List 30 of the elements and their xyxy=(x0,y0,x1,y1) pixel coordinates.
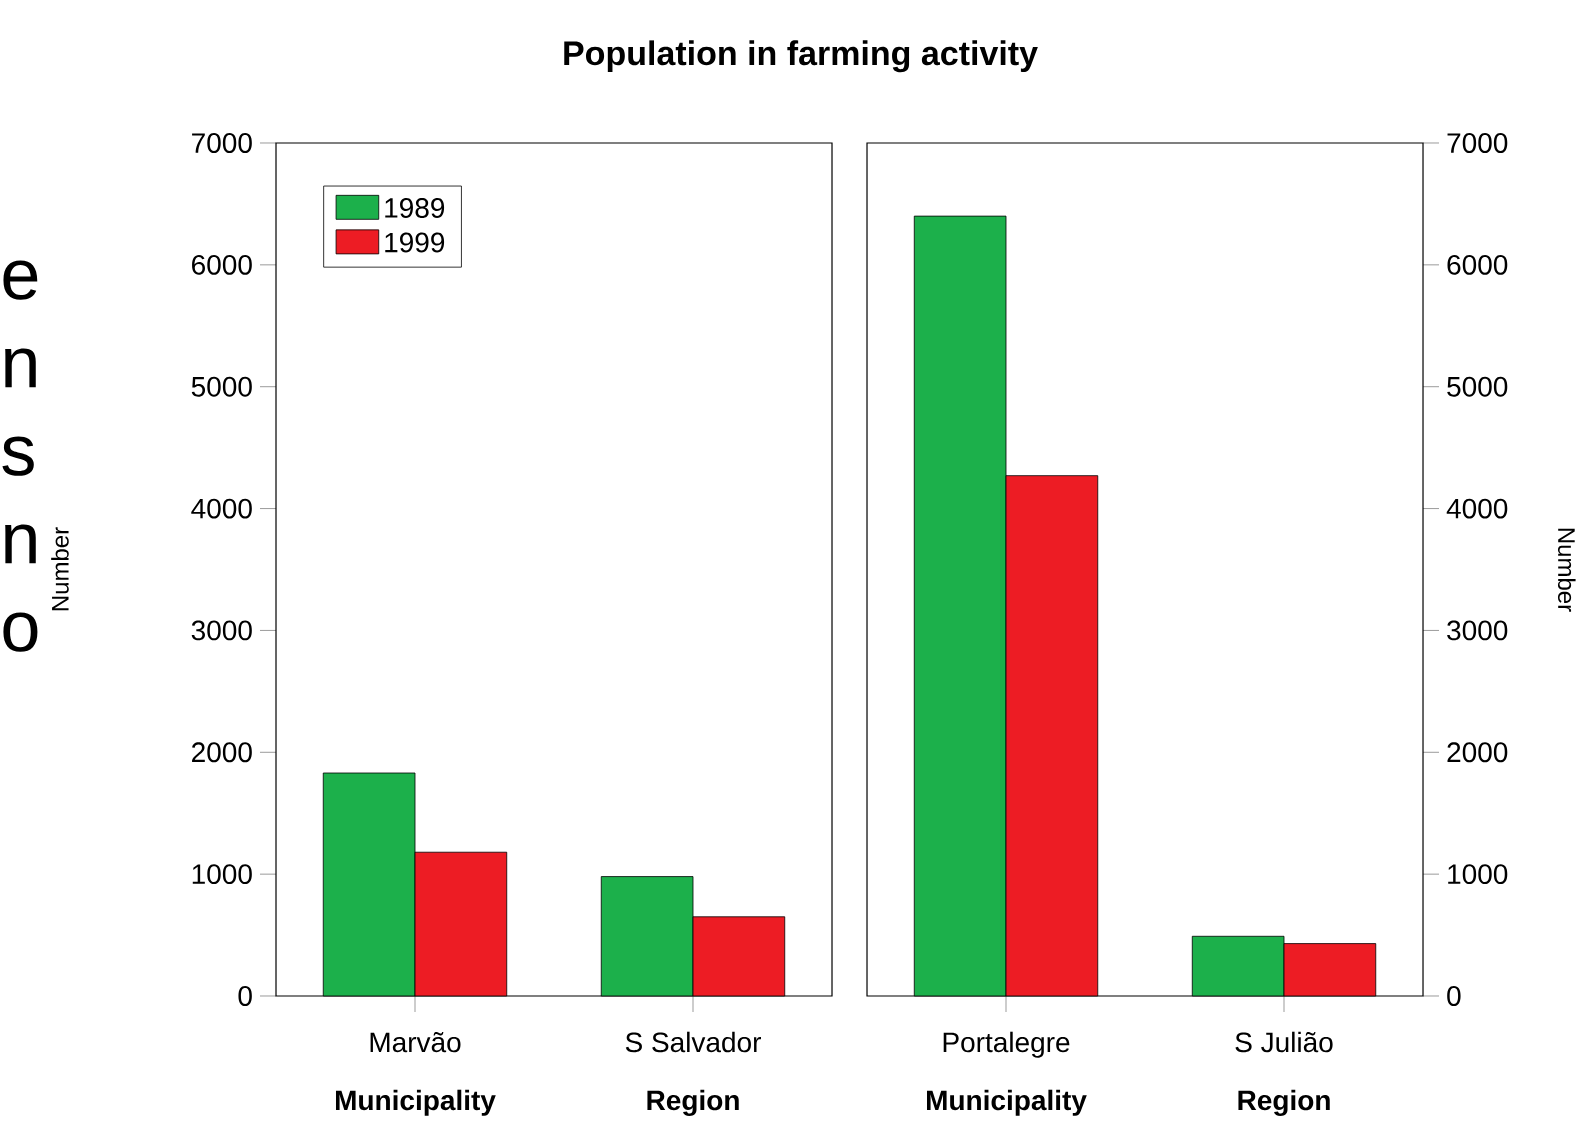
y-tick-label: 5000 xyxy=(191,376,252,397)
text: Municipality xyxy=(335,1089,496,1116)
y-tick-label: 3000 xyxy=(191,620,252,641)
y2-tick-label: 4000 xyxy=(1446,498,1508,519)
text: e n s n o xyxy=(2,260,38,652)
x-tick-label: S Julião xyxy=(1235,1031,1333,1053)
x-tick-label: Marvão xyxy=(370,1031,461,1053)
y2-tick-label: 0 xyxy=(1447,986,1461,1006)
legend-label: 1999 xyxy=(385,232,445,253)
y-tick-label: 2000 xyxy=(192,742,252,763)
y-tick-label: 7000 xyxy=(192,133,252,153)
text: Region xyxy=(1238,1089,1330,1116)
y2-tick-label: 5000 xyxy=(1447,376,1508,397)
legend-label: 1989 xyxy=(385,198,445,218)
y-axis-title: Number xyxy=(51,527,69,611)
x-tick-label: S Salvador xyxy=(625,1031,761,1053)
chart-title: Population in farming activity xyxy=(564,40,1038,73)
y-tick-label: 1000 xyxy=(192,864,252,885)
x-tick-label: Portalegre xyxy=(943,1031,1070,1058)
text: Region xyxy=(647,1089,739,1116)
y2-axis-title: Number xyxy=(1557,528,1576,612)
y2-tick-label: 6000 xyxy=(1447,254,1508,275)
y2-tick-label: 7000 xyxy=(1447,133,1508,153)
y2-tick-label: 3000 xyxy=(1447,620,1508,641)
y2-tick-label: 1000 xyxy=(1448,864,1508,885)
y2-tick-label: 2000 xyxy=(1447,742,1508,763)
y-tick-label: 4000 xyxy=(191,498,252,519)
text: Municipality xyxy=(927,1089,1087,1116)
y-tick-label: 0 xyxy=(238,986,252,1006)
y-tick-label: 6000 xyxy=(192,254,252,275)
